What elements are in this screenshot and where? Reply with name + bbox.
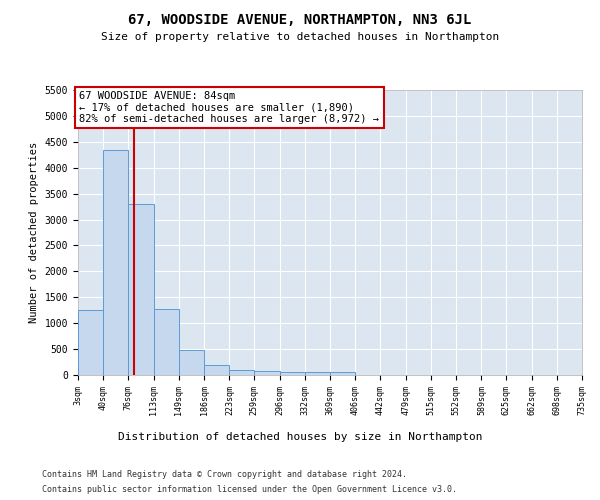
Bar [330, 372, 355, 375]
Text: Size of property relative to detached houses in Northampton: Size of property relative to detached ho… [101, 32, 499, 42]
Text: 67, WOODSIDE AVENUE, NORTHAMPTON, NN3 6JL: 67, WOODSIDE AVENUE, NORTHAMPTON, NN3 6J… [128, 12, 472, 26]
Bar [128, 204, 154, 375]
Bar [154, 309, 179, 375]
Text: Contains HM Land Registry data © Crown copyright and database right 2024.: Contains HM Land Registry data © Crown c… [42, 470, 407, 479]
Bar [280, 372, 305, 375]
Text: Distribution of detached houses by size in Northampton: Distribution of detached houses by size … [118, 432, 482, 442]
Bar [103, 150, 128, 375]
Bar [78, 310, 103, 375]
Text: 67 WOODSIDE AVENUE: 84sqm
← 17% of detached houses are smaller (1,890)
82% of se: 67 WOODSIDE AVENUE: 84sqm ← 17% of detac… [79, 91, 379, 124]
Bar [254, 371, 280, 375]
Bar [179, 350, 204, 375]
Text: Contains public sector information licensed under the Open Government Licence v3: Contains public sector information licen… [42, 485, 457, 494]
Y-axis label: Number of detached properties: Number of detached properties [29, 142, 39, 323]
Bar [204, 364, 229, 375]
Bar [305, 372, 330, 375]
Bar [229, 370, 254, 375]
